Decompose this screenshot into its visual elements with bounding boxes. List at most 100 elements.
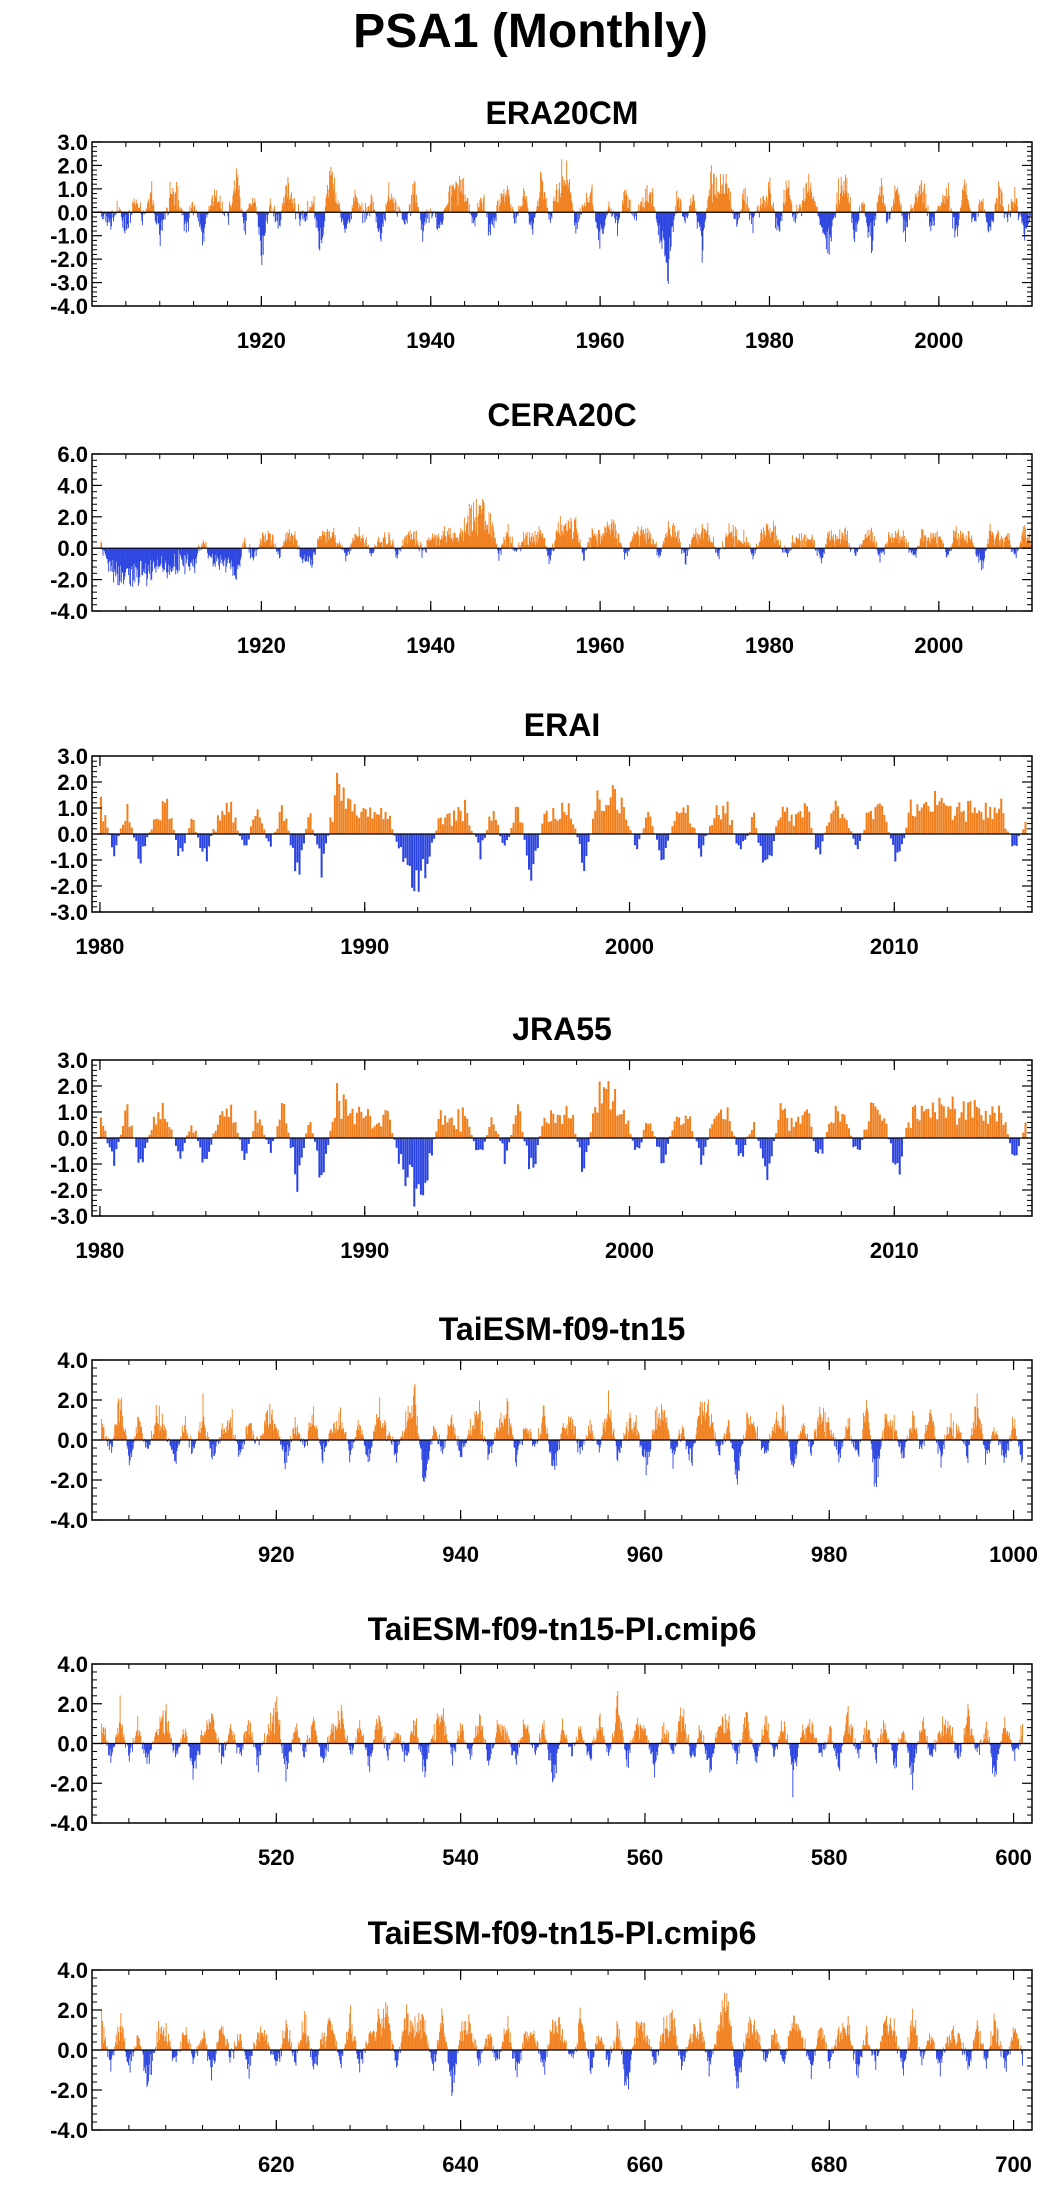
y-tick-label: 0.0 xyxy=(57,822,88,847)
positive-bar xyxy=(202,539,204,549)
positive-bar xyxy=(790,1117,793,1138)
positive-bar xyxy=(364,546,366,549)
negative-bar xyxy=(821,212,823,228)
positive-bar xyxy=(892,210,894,213)
negative-bar xyxy=(905,212,907,222)
positive-bar xyxy=(965,535,967,549)
y-tick-label: -2.0 xyxy=(50,1178,88,1203)
positive-bar xyxy=(849,202,851,213)
positive-bar xyxy=(231,203,233,213)
negative-bar xyxy=(377,212,379,233)
positive-bar xyxy=(677,542,679,549)
negative-bar xyxy=(865,212,867,218)
positive-bar xyxy=(764,207,766,213)
negative-bar xyxy=(183,548,184,567)
positive-bar xyxy=(323,531,325,549)
positive-bar xyxy=(472,1425,474,1440)
negative-bar xyxy=(471,212,473,224)
positive-bar xyxy=(998,185,1000,213)
negative-bar xyxy=(235,548,237,579)
positive-bar xyxy=(463,177,465,213)
negative-bar xyxy=(393,1138,396,1140)
positive-bar xyxy=(355,194,357,213)
negative-bar xyxy=(321,212,323,244)
positive-bar xyxy=(199,1422,201,1440)
positive-bar xyxy=(889,539,891,549)
negative-bar xyxy=(703,212,705,231)
negative-bar xyxy=(196,548,198,557)
positive-bar xyxy=(535,534,537,549)
positive-bar xyxy=(336,546,338,549)
positive-bar xyxy=(814,1432,816,1440)
positive-bar xyxy=(477,1418,479,1440)
positive-bar xyxy=(537,201,539,213)
positive-bar xyxy=(559,534,561,549)
negative-bar xyxy=(132,548,134,587)
positive-bar xyxy=(768,530,769,549)
negative-bar xyxy=(206,212,208,218)
positive-bar xyxy=(298,204,299,213)
positive-bar xyxy=(823,1407,825,1440)
negative-bar xyxy=(379,212,381,239)
negative-bar xyxy=(854,1138,857,1147)
positive-bar xyxy=(667,1429,669,1440)
positive-bar xyxy=(556,530,558,549)
positive-bar xyxy=(534,531,536,549)
positive-bar xyxy=(995,813,998,834)
negative-bar xyxy=(425,548,426,552)
positive-bar xyxy=(386,1436,388,1440)
positive-bar xyxy=(620,1114,623,1138)
positive-bar xyxy=(261,823,264,834)
positive-bar xyxy=(562,530,563,549)
negative-bar xyxy=(272,1138,275,1142)
positive-bar xyxy=(247,1434,249,1440)
positive-bar xyxy=(865,533,867,549)
positive-bar xyxy=(288,199,290,213)
positive-bar xyxy=(832,538,834,549)
negative-bar xyxy=(115,548,117,562)
negative-bar xyxy=(1024,212,1026,228)
positive-bar xyxy=(555,190,557,213)
negative-bar xyxy=(744,834,747,840)
negative-bar xyxy=(369,212,371,217)
positive-bar xyxy=(605,1430,606,1440)
positive-bar xyxy=(118,1422,120,1440)
negative-bar xyxy=(106,212,108,217)
positive-bar xyxy=(931,533,933,549)
positive-bar xyxy=(572,1114,575,1138)
positive-bar xyxy=(1012,201,1014,213)
positive-bar xyxy=(492,522,494,549)
positive-bar xyxy=(638,1432,639,1440)
negative-bar xyxy=(147,548,148,579)
positive-bar xyxy=(518,205,520,213)
negative-bar xyxy=(867,212,869,238)
positive-bar xyxy=(231,1427,232,1440)
positive-bar xyxy=(389,534,390,549)
negative-bar xyxy=(192,548,194,567)
positive-bar xyxy=(569,528,570,549)
negative-bar xyxy=(395,548,397,558)
negative-bar xyxy=(430,1138,433,1156)
positive-bar xyxy=(459,810,462,834)
positive-bar xyxy=(252,197,254,213)
positive-bar xyxy=(139,1421,141,1440)
positive-bar xyxy=(159,820,162,834)
positive-bar xyxy=(753,1122,756,1138)
positive-bar xyxy=(955,526,957,549)
positive-bar xyxy=(759,1438,761,1440)
positive-bar xyxy=(929,543,931,549)
negative-bar xyxy=(686,548,688,557)
positive-bar xyxy=(254,815,257,834)
positive-bar xyxy=(166,207,167,213)
positive-bar xyxy=(763,527,765,549)
positive-bar xyxy=(274,1423,275,1440)
negative-bar xyxy=(759,834,762,847)
negative-bar xyxy=(623,548,625,553)
positive-bar xyxy=(201,1421,203,1440)
positive-bar xyxy=(693,200,695,213)
positive-bar xyxy=(775,826,778,834)
positive-bar xyxy=(401,545,402,549)
positive-bar xyxy=(344,808,347,834)
negative-bar xyxy=(109,212,111,220)
positive-bar xyxy=(468,825,471,834)
